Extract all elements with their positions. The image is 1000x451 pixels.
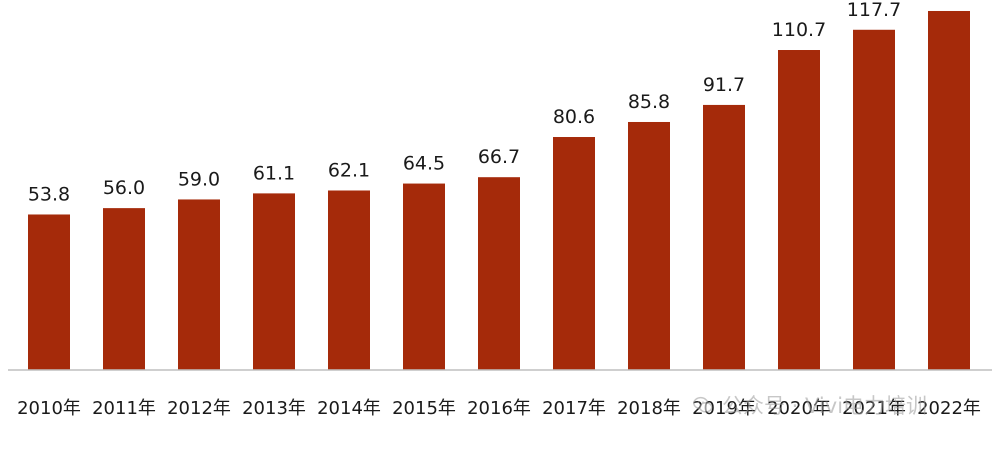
watermark-text: 公众号 · Vivi电力培训: [722, 394, 928, 418]
value-label: 124.2: [922, 0, 976, 2]
x-tick-label: 2010年: [17, 398, 81, 419]
bar-2018年: [628, 121, 670, 370]
bar-2011年: [103, 208, 145, 370]
x-tick-labels-group: 2010年 2011年 2012年 2013年 2014年 2015年 2016年 2017年…: [17, 398, 981, 419]
watermark: 公众号 · Vivi电力培训: [692, 390, 927, 420]
x-tick-label: 2021年: [842, 398, 906, 419]
value-label: 66.7: [478, 146, 520, 168]
bar-2017年: [553, 137, 595, 370]
value-label: 53.8: [28, 183, 70, 205]
bar-2013年: [253, 193, 295, 370]
x-tick-label: 2020年: [767, 398, 831, 419]
wechat-icon: [693, 396, 713, 413]
bar-2020年: [778, 50, 820, 370]
bar-2022年: [928, 10, 970, 370]
value-label: 56.0: [103, 177, 145, 199]
value-label: 110.7: [772, 19, 826, 41]
x-tick-label: 2017年: [542, 398, 606, 419]
x-tick-label: 2012年: [167, 398, 231, 419]
bar-2016年: [478, 177, 520, 370]
value-label: 61.1: [253, 162, 295, 184]
bars-group: [28, 10, 970, 370]
value-label: 80.6: [553, 106, 595, 128]
bar-2021年: [853, 29, 895, 370]
x-tick-label: 2022年: [917, 398, 981, 419]
bar-2015年: [403, 183, 445, 370]
x-tick-label: 2011年: [92, 398, 156, 419]
bar-2014年: [328, 190, 370, 370]
value-label: 59.0: [178, 168, 220, 190]
value-label: 85.8: [628, 91, 670, 113]
value-labels-group: 53.8 56.0 59.0 61.1 62.1 64.5 66.7 80.6 85.8 91.7…: [28, 0, 976, 205]
value-label: 62.1: [328, 159, 370, 181]
x-tick-label: 2015年: [392, 398, 456, 419]
value-label: 64.5: [403, 153, 445, 175]
x-tick-label: 2014年: [317, 398, 381, 419]
x-tick-label: 2018年: [617, 398, 681, 419]
value-label: 91.7: [703, 74, 745, 96]
value-label: 117.7: [847, 0, 901, 21]
bar-2012年: [178, 199, 220, 370]
bar-2019年: [703, 104, 745, 370]
x-tick-label: 2013年: [242, 398, 306, 419]
x-tick-label: 2016年: [467, 398, 531, 419]
bar-2010年: [28, 214, 70, 370]
